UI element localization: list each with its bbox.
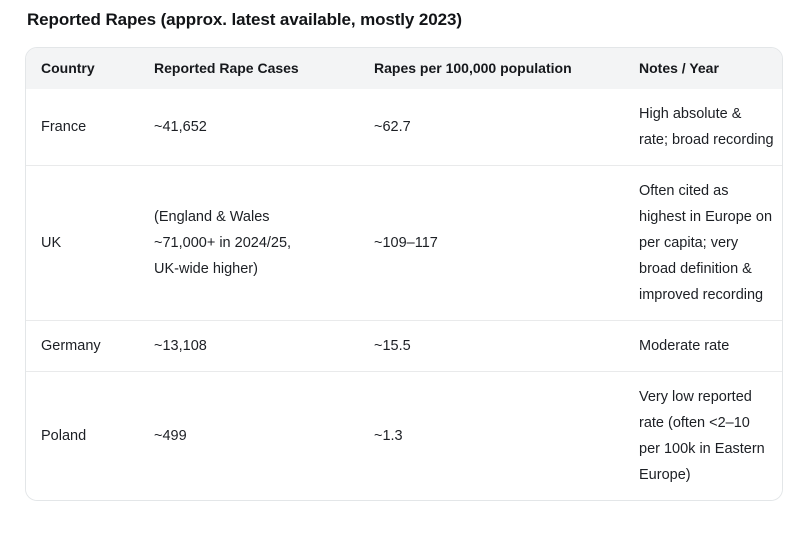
column-header-notes: Notes / Year xyxy=(624,48,782,89)
cell-rate: ~62.7 xyxy=(359,89,624,166)
table-row-poland: Poland ~499 ~1.3 Very low reported rate … xyxy=(26,371,782,500)
table-body: France ~41,652 ~62.7 High absolute & rat… xyxy=(26,89,782,500)
cell-notes: Moderate rate xyxy=(624,320,782,372)
cases-value: ~499 xyxy=(154,428,187,444)
cell-cases: ~41,652 xyxy=(139,89,359,166)
cell-country: France xyxy=(26,89,139,166)
cell-notes: High absolute & rate; broad recording xyxy=(624,89,782,166)
cases-value: (England & Wales ~71,000+ in 2024/25, UK… xyxy=(154,209,292,277)
cell-cases: (England & Wales ~71,000+ in 2024/25, UK… xyxy=(139,165,359,321)
cell-rate: ~109–117 xyxy=(359,165,624,321)
notes-value: High absolute & rate; broad recording xyxy=(639,106,774,148)
rate-value: ~109–117 xyxy=(374,235,438,251)
table-header-row: Country Reported Rape Cases Rapes per 10… xyxy=(26,48,782,89)
rate-value: ~62.7 xyxy=(374,119,411,135)
rate-value: ~15.5 xyxy=(374,338,411,354)
table-row-france: France ~41,652 ~62.7 High absolute & rat… xyxy=(26,89,782,166)
cell-country: Poland xyxy=(26,371,139,500)
cases-value: ~41,652 xyxy=(154,119,207,135)
data-table-container: Country Reported Rape Cases Rapes per 10… xyxy=(25,47,783,501)
notes-value: Very low reported rate (often <2–10 per … xyxy=(639,389,765,483)
country-label: France xyxy=(41,119,87,135)
cell-notes: Often cited as highest in Europe on per … xyxy=(624,165,782,321)
data-table: Country Reported Rape Cases Rapes per 10… xyxy=(26,48,782,500)
cell-cases: ~499 xyxy=(139,371,359,500)
table-header: Country Reported Rape Cases Rapes per 10… xyxy=(26,48,782,89)
country-label: UK xyxy=(41,235,62,251)
column-header-rate: Rapes per 100,000 population xyxy=(359,48,624,89)
cell-notes: Very low reported rate (often <2–10 per … xyxy=(624,371,782,500)
cell-country: Germany xyxy=(26,320,139,372)
cell-cases: ~13,108 xyxy=(139,320,359,372)
cases-value: ~13,108 xyxy=(154,338,207,354)
country-label: Poland xyxy=(41,428,87,444)
column-header-cases: Reported Rape Cases xyxy=(139,48,359,89)
column-header-country: Country xyxy=(26,48,139,89)
page-title: Reported Rapes (approx. latest available… xyxy=(27,10,462,29)
notes-value: Moderate rate xyxy=(639,338,730,354)
cell-country: UK xyxy=(26,165,139,321)
rate-value: ~1.3 xyxy=(374,428,403,444)
cell-rate: ~1.3 xyxy=(359,371,624,500)
country-label: Germany xyxy=(41,338,101,354)
notes-value: Often cited as highest in Europe on per … xyxy=(639,183,773,303)
table-row-germany: Germany ~13,108 ~15.5 Moderate rate xyxy=(26,320,782,372)
table-row-uk: UK (England & Wales ~71,000+ in 2024/25,… xyxy=(26,165,782,321)
cell-rate: ~15.5 xyxy=(359,320,624,372)
